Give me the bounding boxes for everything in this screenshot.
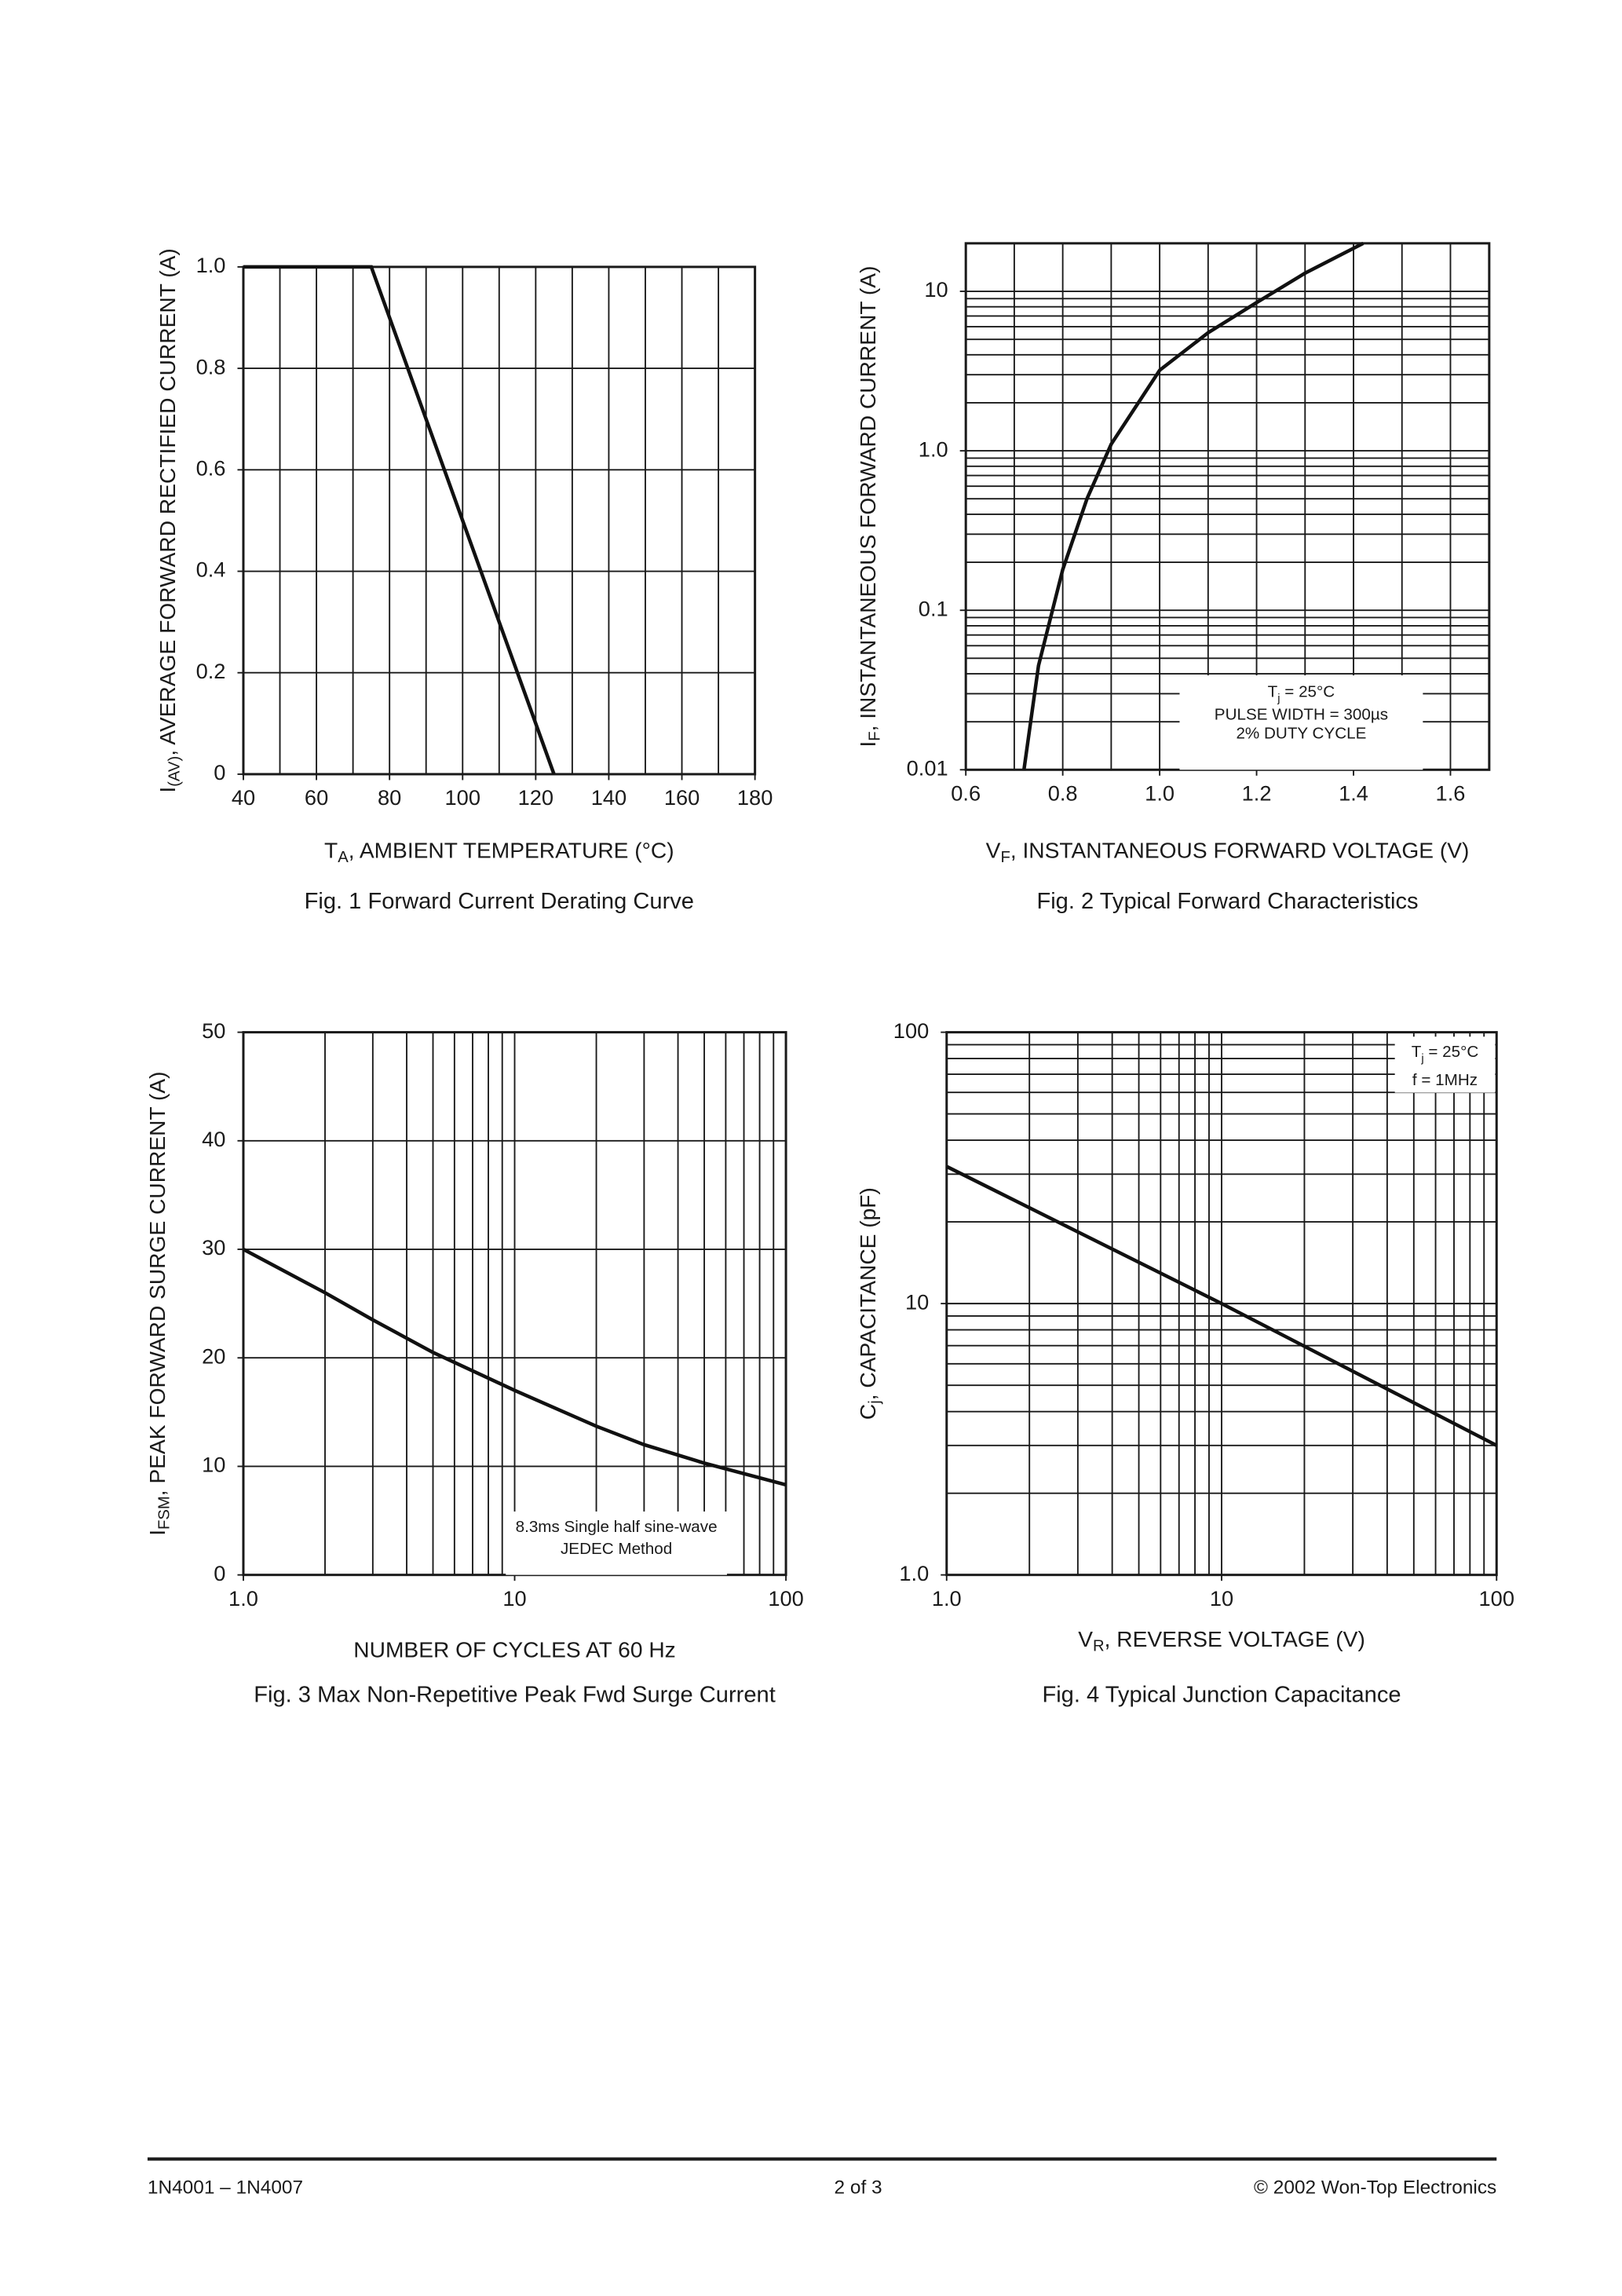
x-tick-label: 1.4 — [1339, 781, 1368, 805]
y-tick-label: 10 — [202, 1453, 225, 1477]
text-part: T — [324, 839, 338, 863]
text-part: , PEAK FORWARD SURGE CURRENT (A) — [145, 1071, 170, 1496]
figure-caption: Fig. 2 Typical Forward Characteristics — [1036, 889, 1418, 914]
x-tick-label: 0.6 — [951, 781, 981, 805]
annotation: 2% DUTY CYCLE — [1236, 725, 1366, 743]
y-axis-label: Cj, CAPACITANCE (pF) — [857, 1187, 884, 1420]
annotation-box — [506, 1511, 727, 1575]
x-axis-label: TA, AMBIENT TEMPERATURE (°C) — [324, 839, 674, 866]
y-tick-label: 0.6 — [196, 456, 226, 481]
data-line — [945, 1164, 1498, 1447]
text-part: , CAPACITANCE (pF) — [857, 1187, 881, 1400]
footer-rule — [147, 2157, 1497, 2161]
subscript: R — [1093, 1638, 1105, 1655]
annotation: JEDEC Method — [561, 1540, 672, 1558]
y-tick-label: 1.0 — [196, 253, 226, 277]
text-part: T — [1268, 683, 1278, 701]
y-tick-label: 0.2 — [196, 659, 226, 683]
subscript: j — [867, 1400, 884, 1405]
y-tick-label: 0.1 — [919, 596, 948, 620]
y-tick-label: 30 — [202, 1235, 225, 1260]
x-tick-label: 10 — [502, 1586, 526, 1610]
x-axis-label: NUMBER OF CYCLES AT 60 Hz — [353, 1638, 675, 1662]
x-tick-label: 1.2 — [1242, 781, 1272, 805]
figure-caption: Fig. 3 Max Non-Repetitive Peak Fwd Surge… — [254, 1682, 776, 1707]
annotation-box — [1179, 675, 1423, 770]
annotation: f = 1MHz — [1412, 1071, 1478, 1089]
y-tick-label: 0 — [214, 760, 225, 784]
x-tick-label: 1.0 — [1145, 781, 1174, 805]
y-tick-label: 40 — [202, 1127, 225, 1151]
y-tick-label: 0.01 — [907, 755, 948, 780]
plot-frame — [242, 265, 757, 776]
x-tick-label: 0.8 — [1048, 781, 1078, 805]
x-tick-label: 180 — [737, 785, 773, 810]
x-tick-label: 120 — [518, 785, 553, 810]
y-tick-label: 1.0 — [899, 1561, 929, 1585]
y-axis-label: IFSM, PEAK FORWARD SURGE CURRENT (A) — [145, 1071, 173, 1535]
subscript: FSM — [156, 1496, 174, 1530]
x-tick-label: 100 — [1479, 1586, 1514, 1610]
subscript: A — [338, 849, 349, 866]
text-part: = 25°C — [1280, 683, 1335, 701]
x-tick-label: 40 — [232, 785, 255, 810]
subscript: F — [1000, 849, 1010, 866]
figure-caption: Fig. 4 Typical Junction Capacitance — [1042, 1682, 1401, 1707]
y-tick-label: 0 — [214, 1561, 225, 1585]
subscript: (AV) — [166, 756, 184, 787]
x-tick-label: 140 — [591, 785, 627, 810]
y-tick-label: 10 — [905, 1289, 929, 1314]
x-axis-label: VF, INSTANTANEOUS FORWARD VOLTAGE (V) — [986, 839, 1470, 866]
text-part: , REVERSE VOLTAGE (V) — [1105, 1628, 1365, 1652]
text-part: , AMBIENT TEMPERATURE (°C) — [349, 839, 674, 863]
text-part: I — [857, 741, 881, 748]
x-tick-label: 60 — [305, 785, 328, 810]
annotation: 8.3ms Single half sine-wave — [516, 1518, 718, 1536]
figure-caption: Fig. 1 Forward Current Derating Curve — [305, 889, 694, 914]
text-part: , AVERAGE FORWARD RECTIFIED CURRENT (A) — [156, 248, 181, 756]
subscript: j — [1420, 1052, 1423, 1065]
y-axis-label: IF, INSTANTANEOUS FORWARD CURRENT (A) — [857, 266, 884, 748]
y-tick-label: 0.8 — [196, 354, 226, 378]
subscript: j — [1277, 693, 1280, 705]
x-tick-label: 160 — [664, 785, 700, 810]
x-tick-label: 80 — [378, 785, 401, 810]
annotation: Tj = 25°C — [1412, 1043, 1479, 1065]
text-part: = 25°C — [1424, 1043, 1479, 1061]
y-tick-label: 50 — [202, 1018, 225, 1043]
y-tick-label: 20 — [202, 1344, 225, 1368]
subscript: F — [867, 731, 884, 740]
text-part: V — [986, 839, 1001, 863]
x-tick-label: 1.6 — [1436, 781, 1466, 805]
x-tick-label: 1.0 — [932, 1586, 962, 1610]
text-part: I — [145, 1530, 170, 1536]
x-tick-label: 10 — [1210, 1586, 1233, 1610]
annotation: PULSE WIDTH = 300µs — [1215, 705, 1388, 723]
x-tick-label: 100 — [445, 785, 480, 810]
text-part: , INSTANTANEOUS FORWARD VOLTAGE (V) — [1010, 839, 1470, 863]
text-part: , INSTANTANEOUS FORWARD CURRENT (A) — [857, 266, 881, 732]
y-tick-label: 10 — [924, 277, 948, 302]
footer-left: 1N4001 – 1N4007 — [148, 2177, 303, 2198]
y-tick-label: 0.4 — [196, 558, 226, 582]
y-tick-label: 1.0 — [919, 437, 948, 461]
data-line — [243, 265, 556, 775]
text-part: V — [1078, 1628, 1093, 1652]
x-tick-label: 1.0 — [228, 1586, 258, 1610]
y-axis-label: I(AV), AVERAGE FORWARD RECTIFIED CURRENT… — [156, 248, 184, 792]
text-part: T — [1412, 1043, 1422, 1061]
footer-center: 2 of 3 — [835, 2177, 882, 2198]
data-line — [1022, 241, 1364, 770]
x-tick-label: 100 — [768, 1586, 803, 1610]
annotation-box — [1394, 1036, 1496, 1093]
footer-right: © 2002 Won-Top Electronics — [1254, 2177, 1496, 2198]
x-axis-label: VR, REVERSE VOLTAGE (V) — [1078, 1628, 1365, 1655]
text-part: C — [857, 1404, 881, 1420]
annotation: Tj = 25°C — [1268, 683, 1335, 705]
text-part: I — [156, 787, 181, 793]
data-line — [242, 1248, 787, 1487]
y-tick-label: 100 — [893, 1018, 929, 1043]
